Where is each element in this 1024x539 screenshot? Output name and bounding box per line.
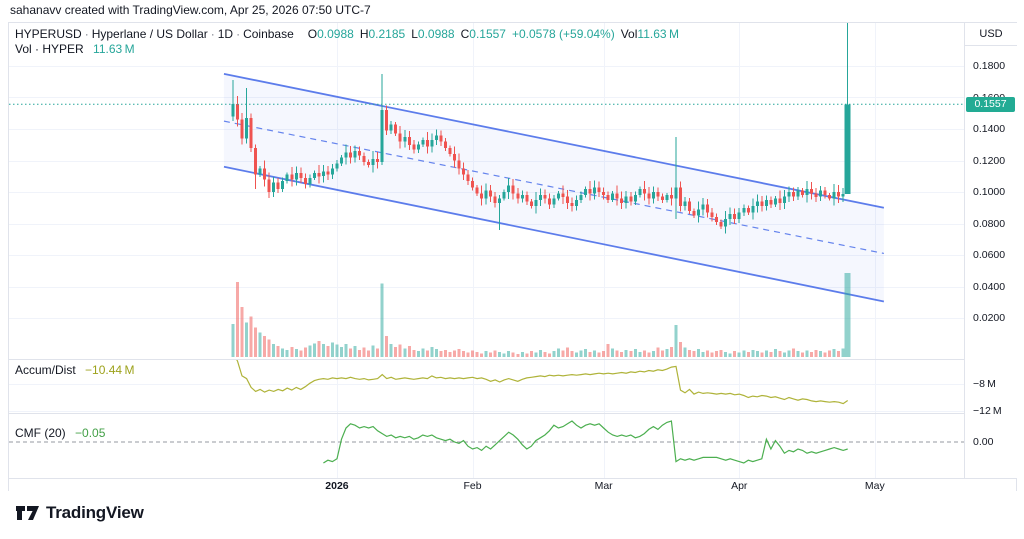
symbol-name[interactable]: HYPERUSD bbox=[15, 27, 82, 41]
chart-canvas[interactable] bbox=[9, 23, 964, 478]
price-axis[interactable]: USD 0.18000.16000.14000.12000.10000.0800… bbox=[964, 23, 1017, 478]
price-tick: 0.1000 bbox=[973, 186, 1006, 198]
last-price-label: 0.1557 bbox=[966, 96, 1015, 112]
close-value: 0.1557 bbox=[469, 27, 506, 41]
price-tick: 0.1200 bbox=[973, 154, 1006, 167]
currency-label: USD bbox=[965, 23, 1017, 46]
indicator-tick: −8 M bbox=[973, 378, 996, 390]
volume-bars bbox=[231, 273, 851, 357]
time-tick: 2026 bbox=[325, 480, 349, 492]
price-tick: 0.1400 bbox=[973, 123, 1006, 135]
accum-dist-line bbox=[235, 359, 849, 405]
volume-indicator-value: 11.63 M bbox=[93, 42, 135, 56]
tradingview-logo[interactable]: TradingView bbox=[16, 503, 144, 523]
accum-dist-label[interactable]: Accum/Dist bbox=[15, 363, 76, 377]
candlestick-series bbox=[231, 23, 851, 234]
cmf-label[interactable]: CMF (20) bbox=[15, 426, 66, 440]
time-tick: May bbox=[864, 480, 885, 492]
time-tick: Apr bbox=[731, 480, 748, 492]
cmf-value: −0.05 bbox=[75, 426, 106, 440]
ohlc-values: O0.0988 H0.2185 L0.0988 C0.1557 +0.0578 (+59… bbox=[307, 27, 679, 41]
accum-dist-value: −10.44 M bbox=[85, 363, 135, 377]
exchange-label: Coinbase bbox=[243, 27, 294, 41]
low-value: 0.0988 bbox=[417, 27, 455, 41]
volume-value: 11.63 M bbox=[637, 27, 679, 41]
time-tick: Feb bbox=[463, 480, 482, 492]
accum-dist-pane-title: Accum/Dist −10.44 M bbox=[15, 363, 134, 377]
legend-row-main: HYPERUSD · Hyperlane / US Dollar · 1D · Coinba… bbox=[15, 27, 679, 41]
cmf-line bbox=[9, 420, 964, 464]
symbol-description: Hyperlane / US Dollar bbox=[91, 27, 208, 41]
indicator-tick: 0.00 bbox=[973, 436, 994, 448]
legend-row-volume: Vol · HYPER 11.63 M bbox=[15, 42, 679, 57]
change-value: +0.0578 (+59.04%) bbox=[511, 27, 615, 41]
price-tick: 0.0600 bbox=[973, 249, 1006, 261]
pane-divider[interactable] bbox=[9, 413, 1016, 414]
chart-widget: HYPERUSD · Hyperlane / US Dollar · 1D · Coinba… bbox=[8, 22, 1017, 493]
symbol-legend: HYPERUSD · Hyperlane / US Dollar · 1D · Coinba… bbox=[15, 27, 679, 57]
price-tick: 0.0200 bbox=[973, 312, 1006, 324]
price-tick: 0.0800 bbox=[973, 217, 1006, 230]
attribution-text: sahanavv created with TradingView.com, A… bbox=[10, 3, 371, 17]
tradingview-logo-icon bbox=[16, 505, 39, 520]
time-tick: Mar bbox=[594, 480, 613, 492]
tradingview-logo-text: TradingView bbox=[46, 503, 144, 522]
indicator-tick: −12 M bbox=[973, 405, 1002, 417]
interval-label[interactable]: 1D bbox=[217, 27, 234, 41]
pane-divider[interactable] bbox=[9, 359, 1016, 360]
time-axis[interactable]: 2026 Feb Mar Apr May bbox=[9, 478, 1016, 493]
volume-indicator-label[interactable]: Vol · HYPER bbox=[15, 42, 84, 56]
parallel-channel-drawing[interactable] bbox=[223, 72, 885, 303]
price-tick: 0.0400 bbox=[973, 280, 1006, 293]
price-tick: 0.1800 bbox=[973, 60, 1006, 72]
high-value: 0.2185 bbox=[368, 27, 406, 41]
open-value: 0.0988 bbox=[317, 27, 354, 41]
cmf-pane-title: CMF (20) −0.05 bbox=[15, 426, 105, 440]
